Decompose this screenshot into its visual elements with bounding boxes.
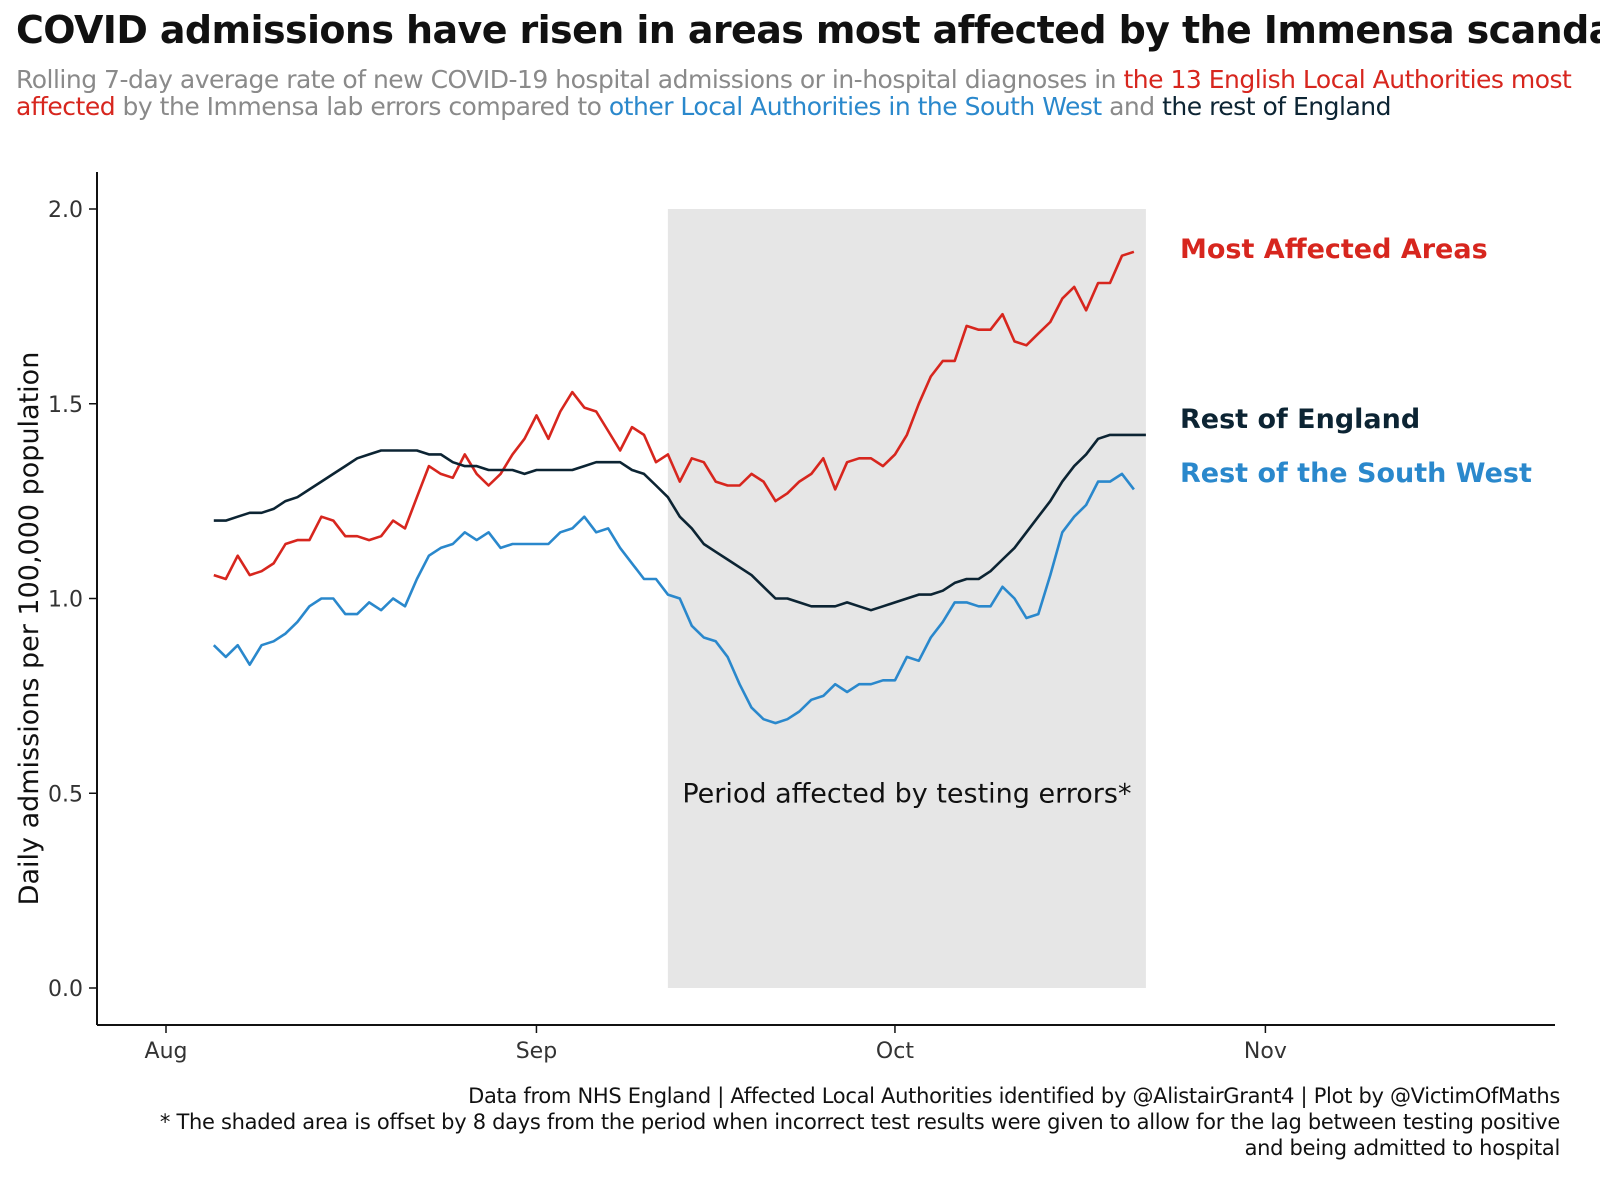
caption-note: * The shaded area is offset by 8 days fr… bbox=[159, 1110, 1560, 1134]
series-label-south-west: Rest of the South West bbox=[1180, 458, 1532, 489]
y-tick-label: 2.0 bbox=[48, 198, 83, 223]
y-axis-title: Daily admissions per 100,000 population bbox=[14, 352, 45, 906]
series-line-most-affected bbox=[213, 250, 1135, 581]
subtitle-rest-england: the rest of England bbox=[1162, 92, 1391, 121]
x-tick-label: Oct bbox=[876, 1039, 914, 1064]
series-lines bbox=[212, 250, 1146, 725]
shaded-period-label: Period affected by testing errors* bbox=[682, 778, 1131, 809]
subtitle-most-affected: the 13 English Local Authorities most af… bbox=[16, 65, 1572, 121]
line-chart: 0.0 0.5 1.0 1.5 2.0 Aug Sep Oct Nov Period affe… bbox=[14, 172, 1555, 1064]
subtitle-south-west: other Local Authorities in the South Wes… bbox=[608, 92, 1102, 121]
y-tick-label: 0.0 bbox=[48, 977, 83, 1002]
series-label-most-affected: Most Affected Areas bbox=[1180, 234, 1488, 265]
y-tick-label: 0.5 bbox=[48, 782, 83, 807]
x-tick-label: Nov bbox=[1244, 1039, 1287, 1064]
x-tick-label: Aug bbox=[145, 1039, 188, 1064]
x-axis-ticks: Aug Sep Oct Nov bbox=[145, 1025, 1287, 1064]
chart-title: COVID admissions have risen in areas mos… bbox=[16, 8, 1600, 52]
series-label-rest-england: Rest of England bbox=[1180, 404, 1420, 435]
y-tick-label: 1.0 bbox=[48, 588, 83, 613]
y-axis-ticks: 0.0 0.5 1.0 1.5 2.0 bbox=[48, 198, 97, 1002]
y-tick-label: 1.5 bbox=[48, 393, 83, 418]
series-line-rest-england bbox=[213, 433, 1146, 612]
series-line-south-west bbox=[212, 472, 1135, 725]
caption-source: Data from NHS England | Affected Local A… bbox=[468, 1084, 1560, 1108]
subtitle-part-3: by the Immensa lab errors compared to bbox=[115, 92, 609, 121]
caption-note-cont: and being admitted to hospital bbox=[1244, 1136, 1561, 1160]
subtitle-part-1: Rolling 7-day average rate of new COVID-… bbox=[16, 65, 1124, 94]
chart-subtitle: Rolling 7-day average rate of new COVID-… bbox=[16, 66, 1576, 120]
x-tick-label: Sep bbox=[516, 1039, 557, 1064]
subtitle-part-5: and bbox=[1101, 92, 1163, 121]
